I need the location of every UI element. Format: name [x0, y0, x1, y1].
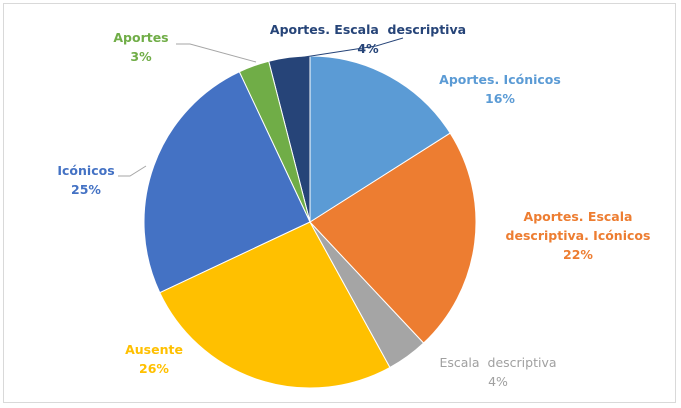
slice-label: Aportes. Icónicos 16%: [430, 70, 570, 108]
category-label: Aportes. Escala descriptiva: [269, 22, 467, 37]
value-label: 4%: [488, 374, 508, 389]
slice-label: Icónicos 25%: [36, 161, 136, 199]
slice-label: Aportes 3%: [91, 28, 191, 66]
category-label: Aportes. Icónicos: [439, 72, 561, 87]
value-label: 16%: [485, 91, 515, 106]
category-label: Ausente: [125, 342, 183, 357]
slice-label: Aportes. Escala descriptiva. Icónicos 22%: [493, 207, 663, 264]
pie-slice: [309, 55, 451, 223]
category-label: Icónicos: [57, 163, 115, 178]
leader-lines: [118, 37, 404, 177]
leader-line: [118, 165, 147, 177]
category-label: Escala descriptiva: [439, 355, 557, 370]
slice-label: Aportes. Escala descriptiva 4%: [248, 20, 488, 58]
chart-border: [3, 3, 676, 403]
value-label: 26%: [139, 361, 169, 376]
pie-slice: [143, 71, 311, 294]
value-label: 3%: [130, 49, 152, 64]
value-label: 4%: [357, 41, 379, 56]
category-label: Aportes. Escala descriptiva. Icónicos: [505, 209, 651, 243]
category-label: Aportes: [113, 30, 169, 45]
leader-line: [297, 37, 404, 59]
pie-slice: [309, 132, 477, 344]
leader-line: [176, 43, 257, 63]
slice-label: Ausente 26%: [104, 340, 204, 378]
value-label: 22%: [563, 247, 593, 262]
slice-label: Escala descriptiva 4%: [418, 353, 578, 391]
value-label: 25%: [71, 182, 101, 197]
